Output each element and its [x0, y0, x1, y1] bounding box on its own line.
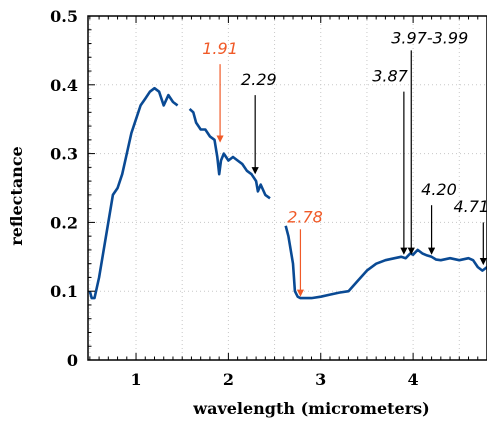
spectrum-segment-3 — [284, 225, 487, 300]
x-tick-label: 4 — [408, 370, 419, 389]
annotation-label: 3.97-3.99 — [391, 29, 468, 48]
annotation-label: 4.20 — [421, 180, 457, 199]
spectrum-series — [88, 86, 487, 300]
y-tick-label: 0.3 — [50, 145, 78, 164]
axis-ticks: 1 2 3 4 0 0.1 0.2 0.3 0.4 0.5 — [50, 7, 487, 389]
annotation-label: 3.87 — [372, 66, 408, 85]
x-axis-title: wavelength (micrometers) — [192, 399, 429, 418]
annotation-label: 4.71 — [453, 197, 487, 216]
plot-frame — [87, 15, 487, 361]
annotation-label: 2.29 — [241, 70, 277, 89]
y-tick-label: 0.2 — [50, 213, 78, 232]
y-tick-label: 0 — [67, 351, 78, 370]
y-tick-label: 0.4 — [50, 76, 78, 95]
annotation-label: 1.91 — [202, 39, 238, 58]
x-tick-label: 2 — [223, 370, 234, 389]
spectrum-segment-1 — [88, 86, 179, 300]
annotation-label: 2.78 — [287, 207, 323, 226]
y-tick-label: 0.5 — [50, 7, 78, 26]
band-annotations: 1.912.29 2.78 3.87 3.97-3.99 4.204.71 — [202, 29, 487, 297]
grid-lines — [88, 16, 487, 360]
spectrum-segment-2 — [188, 107, 271, 200]
y-tick-label: 0.1 — [50, 282, 78, 301]
x-tick-label: 1 — [130, 370, 141, 389]
x-tick-label: 3 — [315, 370, 326, 389]
y-axis-title: reflectance — [7, 146, 26, 245]
